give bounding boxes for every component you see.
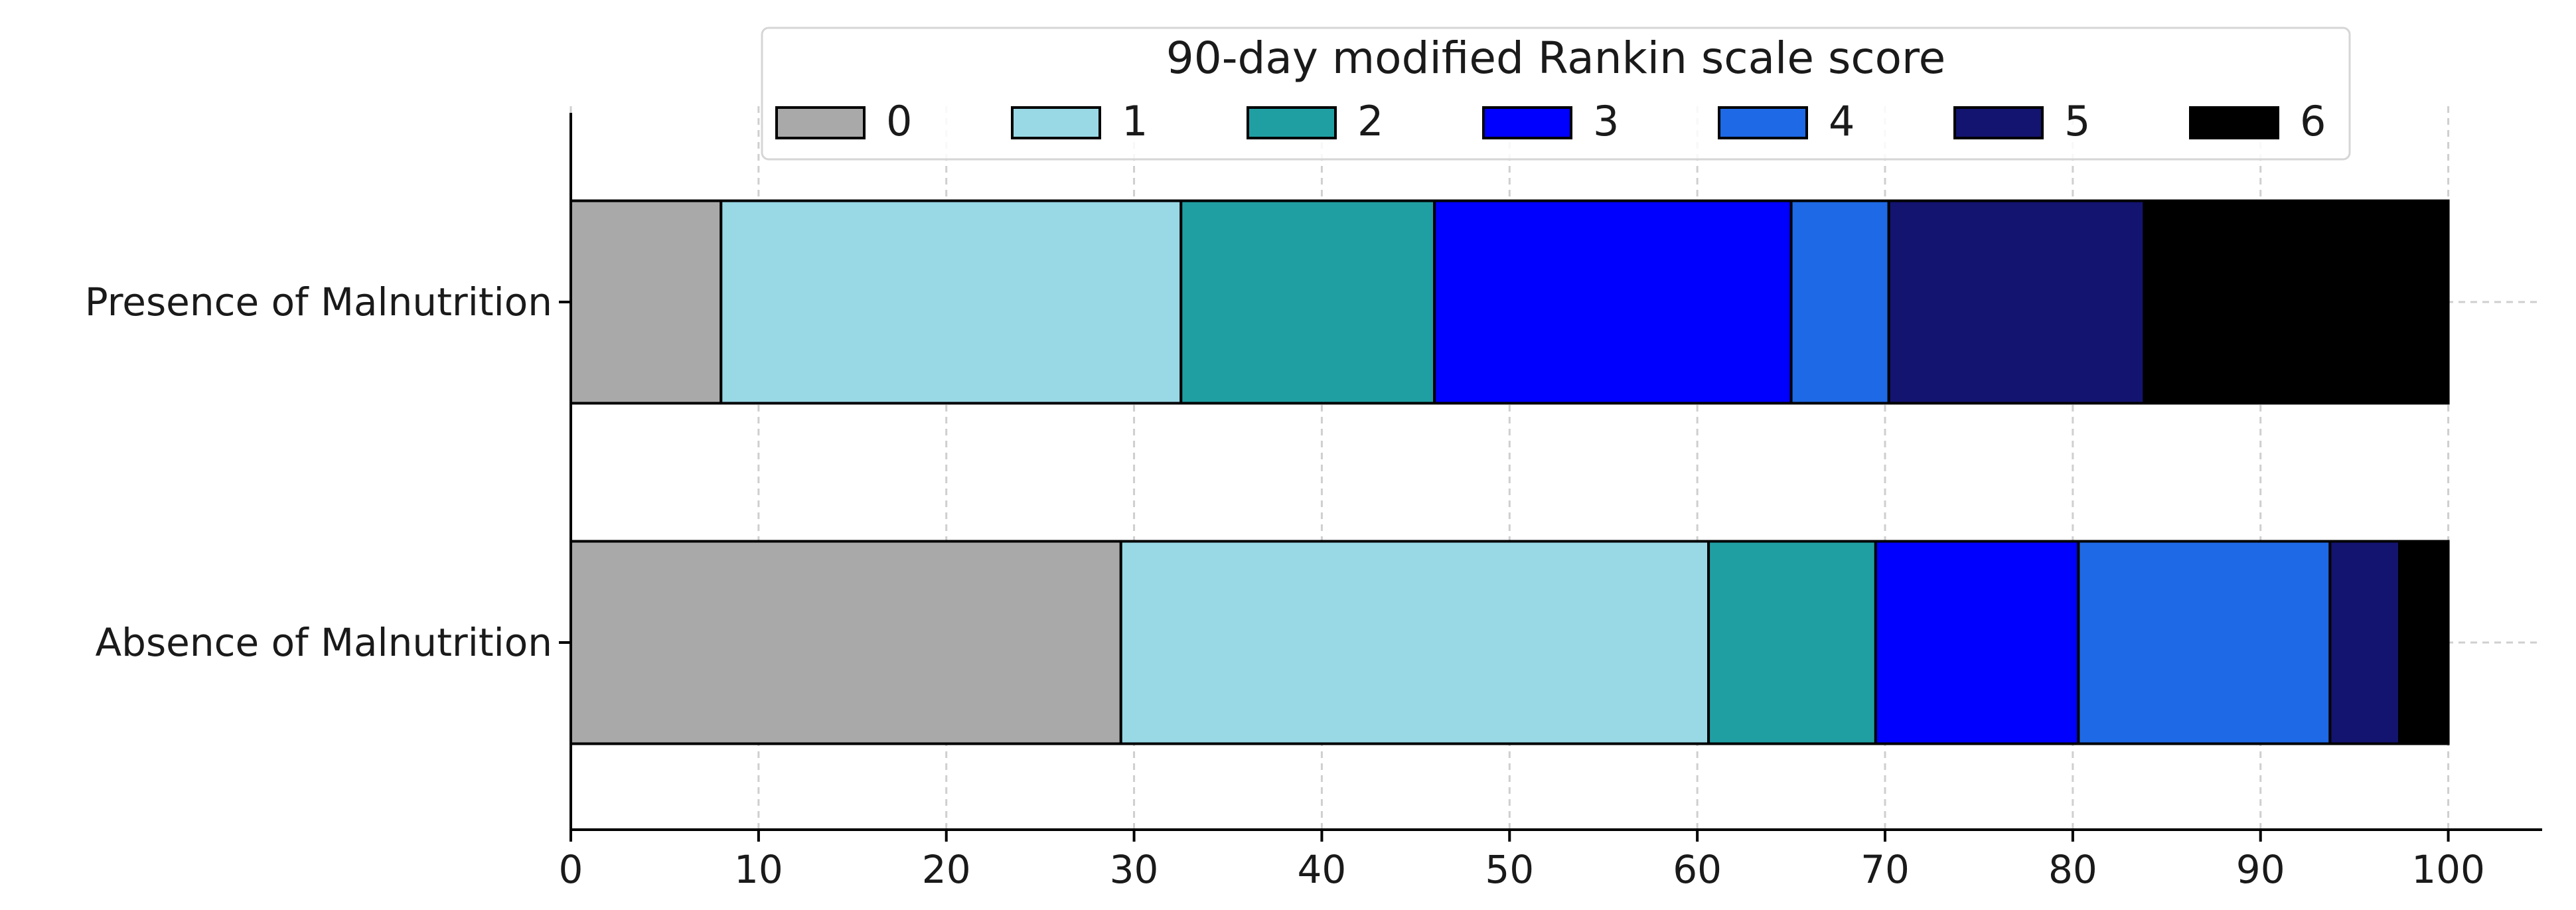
- legend-swatch-0: [775, 106, 866, 139]
- bar-presence-of-malnutrition-score-4: [1789, 199, 1890, 405]
- bars: [569, 199, 2450, 745]
- bar-absence-of-malnutrition-score-1: [1119, 540, 1710, 745]
- bar-absence-of-malnutrition-score-4: [2077, 540, 2332, 745]
- x-tick-label-90: 90: [2236, 847, 2285, 892]
- x-tick-label-100: 100: [2411, 847, 2485, 892]
- legend: 90-day modified Rankin scale score 0 1 2 3 4 5…: [761, 27, 2351, 161]
- legend-label-4: 4: [1829, 97, 1855, 145]
- bar-presence-of-malnutrition-score-0: [569, 199, 723, 405]
- legend-label-0: 0: [886, 97, 912, 145]
- legend-label-1: 1: [1122, 97, 1148, 145]
- bar-absence-of-malnutrition-score-2: [1707, 540, 1877, 745]
- legend-label-3: 3: [1593, 97, 1619, 145]
- x-tick-label-20: 20: [922, 847, 971, 892]
- legend-swatch-1: [1011, 106, 1101, 139]
- x-tick-label-60: 60: [1673, 847, 1722, 892]
- bar-absence-of-malnutrition-score-0: [569, 540, 1122, 745]
- bar-presence-of-malnutrition-score-2: [1179, 199, 1436, 405]
- legend-swatch-4: [1718, 106, 1808, 139]
- legend-swatch-2: [1247, 106, 1337, 139]
- x-tick-label-40: 40: [1298, 847, 1347, 892]
- x-tick-label-10: 10: [734, 847, 783, 892]
- x-tick-label-30: 30: [1110, 847, 1159, 892]
- x-tick-label-70: 70: [1860, 847, 1910, 892]
- bar-presence-of-malnutrition-score-5: [1887, 199, 2146, 405]
- x-tick-label-50: 50: [1485, 847, 1534, 892]
- bar-presence-of-malnutrition-score-1: [720, 199, 1183, 405]
- bar-absence-of-malnutrition-score-5: [2328, 540, 2401, 745]
- x-tick-label-0: 0: [559, 847, 583, 892]
- axes: 0 10 20 30 40 50 60 70 80 90 100 Presence of Malnut…: [85, 113, 2542, 892]
- legend-title: 90-day modified Rankin scale score: [1166, 33, 1946, 84]
- x-tick-label-80: 80: [2048, 847, 2097, 892]
- legend-swatch-6: [2189, 106, 2279, 139]
- bar-absence-of-malnutrition-score-3: [1874, 540, 2080, 745]
- y-tick-label-absence-of-malnutrition: Absence of Malnutrition: [95, 620, 552, 665]
- bar-absence-of-malnutrition-score-6: [2398, 540, 2450, 745]
- legend-swatch-3: [1482, 106, 1572, 139]
- legend-label-5: 5: [2064, 97, 2090, 145]
- bar-presence-of-malnutrition-score-6: [2143, 199, 2450, 405]
- bar-presence-of-malnutrition-score-3: [1433, 199, 1793, 405]
- legend-swatch-5: [1953, 106, 2044, 139]
- y-tick-label-presence-of-malnutrition: Presence of Malnutrition: [85, 279, 552, 325]
- legend-box: [761, 27, 2351, 161]
- legend-label-6: 6: [2300, 97, 2326, 145]
- legend-label-2: 2: [1357, 97, 1383, 145]
